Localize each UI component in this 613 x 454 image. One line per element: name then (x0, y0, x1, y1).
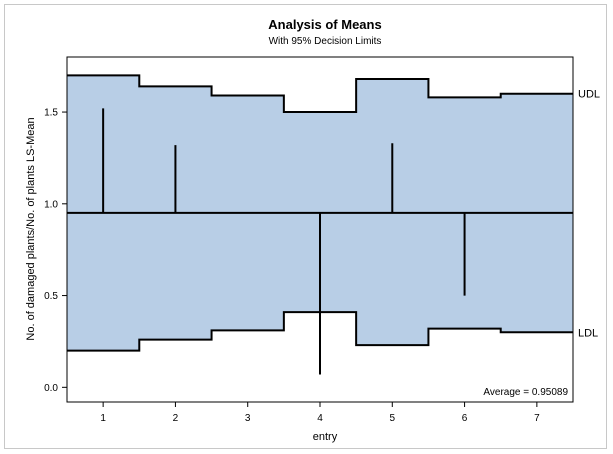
y-tick-label: 0.0 (44, 383, 58, 394)
y-axis-label: No. of damaged plants/No. of plants LS-M… (25, 117, 37, 340)
x-tick-label: 5 (390, 413, 396, 424)
plot-area: 0.0 0.5 1.0 1.5 1 2 3 4 5 6 7 UDL LDL Average = 0.950… (44, 56, 600, 424)
chart-subtitle: With 95% Decision Limits (269, 36, 382, 47)
x-tick-label: 1 (100, 413, 106, 424)
y-tick-label: 1.0 (44, 199, 58, 210)
x-tick-label: 3 (245, 413, 251, 424)
y-tick-label: 0.5 (44, 291, 58, 302)
x-axis-label: entry (313, 431, 338, 443)
chart-title: Analysis of Means (268, 17, 381, 32)
udl-label: UDL (578, 89, 600, 101)
x-tick-label: 2 (173, 413, 179, 424)
y-tick-label: 1.5 (44, 108, 58, 119)
average-label: Average = 0.95089 (483, 387, 568, 398)
x-tick-label: 6 (462, 413, 468, 424)
ldl-label: LDL (578, 327, 598, 339)
x-tick-label: 7 (534, 413, 540, 424)
udl-line (67, 74, 573, 114)
x-tick-label: 4 (317, 413, 323, 424)
